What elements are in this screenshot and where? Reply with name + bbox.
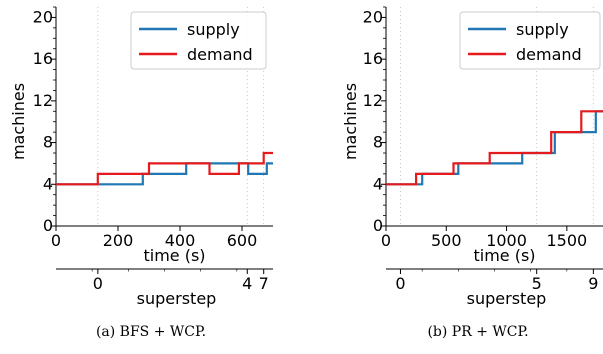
chart-panel-2: 0 4 8 12 16 20 0 500 1000 1500 time (s) machines sup… [341, 6, 603, 340]
superstep-axis-label: superstep [137, 289, 217, 308]
y-tick-label: 16 [363, 49, 383, 68]
series-line-supply [386, 110, 603, 186]
y-axis-label: machines [341, 83, 360, 160]
series-line-supply [56, 162, 273, 186]
x-tick-label: 600 [227, 231, 258, 250]
series-line-demand [56, 151, 273, 186]
x-axis-label: time (s) [143, 246, 205, 265]
legend-label: supply [187, 20, 240, 39]
y-tick-label: 12 [33, 91, 53, 110]
y-tick-label: 4 [373, 174, 383, 193]
x-tick-label: 0 [51, 231, 61, 250]
y-tick-label: 8 [43, 133, 53, 152]
superstep-axis-label: superstep [467, 289, 547, 308]
y-tick-label: 12 [363, 91, 383, 110]
superstep-tick-label: 9 [588, 274, 598, 293]
superstep-tick-label: 4 [242, 274, 252, 293]
legend: supply demand [459, 11, 601, 70]
y-tick-label: 20 [33, 7, 53, 26]
series-line-demand [386, 110, 603, 186]
x-tick-label: 200 [103, 231, 134, 250]
x-axis-label: time (s) [473, 246, 535, 265]
figure-caption: (a) BFS + WCP. [96, 324, 206, 340]
x-tick-label: 400 [165, 231, 196, 250]
x-tick-label: 500 [431, 231, 462, 250]
legend-label: supply [516, 20, 569, 39]
superstep-tick-label: 5 [532, 274, 542, 293]
x-tick-label: 0 [381, 231, 391, 250]
legend: supply demand [130, 11, 267, 70]
superstep-tick-label: 7 [259, 274, 269, 293]
y-tick-label: 16 [33, 49, 53, 68]
y-tick-label: 20 [363, 7, 383, 26]
x-tick-label: 1500 [546, 231, 587, 250]
legend-label: demand [516, 45, 582, 64]
y-axis-label: machines [9, 83, 28, 160]
figure-caption: (b) PR + WCP. [427, 324, 528, 340]
y-tick-label: 0 [43, 216, 53, 235]
legend-label: demand [187, 45, 253, 64]
y-tick-label: 4 [43, 174, 53, 193]
y-tick-label: 8 [373, 133, 383, 152]
superstep-tick-label: 0 [93, 274, 103, 293]
x-tick-label: 1000 [486, 231, 527, 250]
y-tick-label: 0 [373, 216, 383, 235]
superstep-tick-label: 0 [395, 274, 405, 293]
